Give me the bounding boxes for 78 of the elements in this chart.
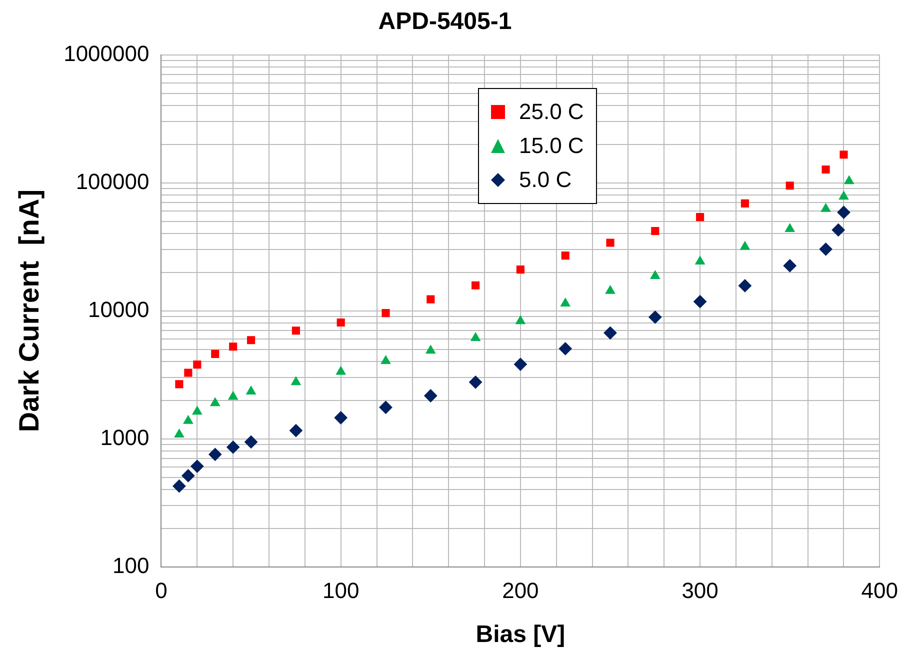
point [172, 480, 186, 493]
point [229, 342, 238, 351]
point [786, 182, 794, 190]
point [837, 206, 850, 219]
legend-label: 5.0 C [519, 167, 572, 193]
point [738, 279, 752, 292]
point [183, 415, 194, 424]
point [244, 435, 258, 448]
legend-label: 25.0 C [519, 99, 584, 125]
point [190, 460, 204, 473]
point [740, 241, 750, 250]
point [785, 223, 795, 232]
point [291, 376, 301, 386]
point [379, 400, 392, 414]
point [820, 203, 831, 212]
point [292, 326, 300, 335]
point [561, 252, 570, 260]
point [696, 213, 704, 222]
point [819, 242, 832, 256]
point [426, 295, 435, 304]
y-tick-label: 100000 [76, 168, 150, 194]
point [648, 310, 662, 324]
point [289, 424, 302, 438]
point [208, 448, 222, 461]
x-tick-label: 300 [682, 578, 718, 604]
x-tick-label: 0 [155, 578, 168, 604]
point [606, 238, 614, 247]
point [514, 358, 527, 371]
point [210, 398, 220, 406]
y-tick-label: 10000 [88, 296, 150, 322]
point [334, 411, 348, 424]
point [740, 199, 749, 208]
point [226, 440, 240, 454]
point [246, 386, 256, 395]
x-tick-label: 100 [322, 578, 360, 604]
y-axis-title: Dark Current [nA] [14, 189, 45, 432]
point [604, 326, 617, 340]
point [650, 270, 660, 280]
y-tick-label: 1000000 [64, 40, 150, 66]
point [228, 391, 238, 400]
point [651, 226, 660, 236]
point [247, 336, 256, 344]
point [336, 318, 345, 327]
point [605, 285, 616, 294]
point [175, 380, 184, 388]
point [832, 223, 845, 236]
point [469, 376, 482, 389]
point [516, 316, 526, 324]
x-axis-title: Bias [V] [476, 621, 566, 648]
point [184, 368, 192, 377]
point [783, 259, 796, 272]
point [472, 281, 480, 290]
y-tick-label: 100 [112, 552, 150, 578]
point [558, 342, 572, 356]
point [380, 356, 391, 364]
point [516, 266, 524, 274]
point [193, 360, 202, 369]
legend-label: 15.0 C [519, 133, 584, 159]
chart-title: APD-5405-1 [378, 8, 512, 36]
x-tick-label: 400 [861, 578, 898, 604]
point [470, 332, 480, 342]
point [336, 366, 346, 375]
point [560, 298, 570, 307]
point [426, 345, 436, 354]
point [695, 256, 705, 264]
point [192, 406, 202, 415]
point [211, 350, 220, 358]
point [838, 191, 849, 200]
point [822, 165, 830, 174]
x-tick-label: 200 [502, 578, 539, 604]
point [424, 389, 438, 402]
y-tick-label: 1000 [100, 424, 150, 450]
point [844, 176, 854, 184]
point [382, 309, 390, 318]
point [840, 150, 848, 159]
point [182, 469, 195, 482]
point [694, 295, 707, 308]
point [174, 429, 184, 438]
